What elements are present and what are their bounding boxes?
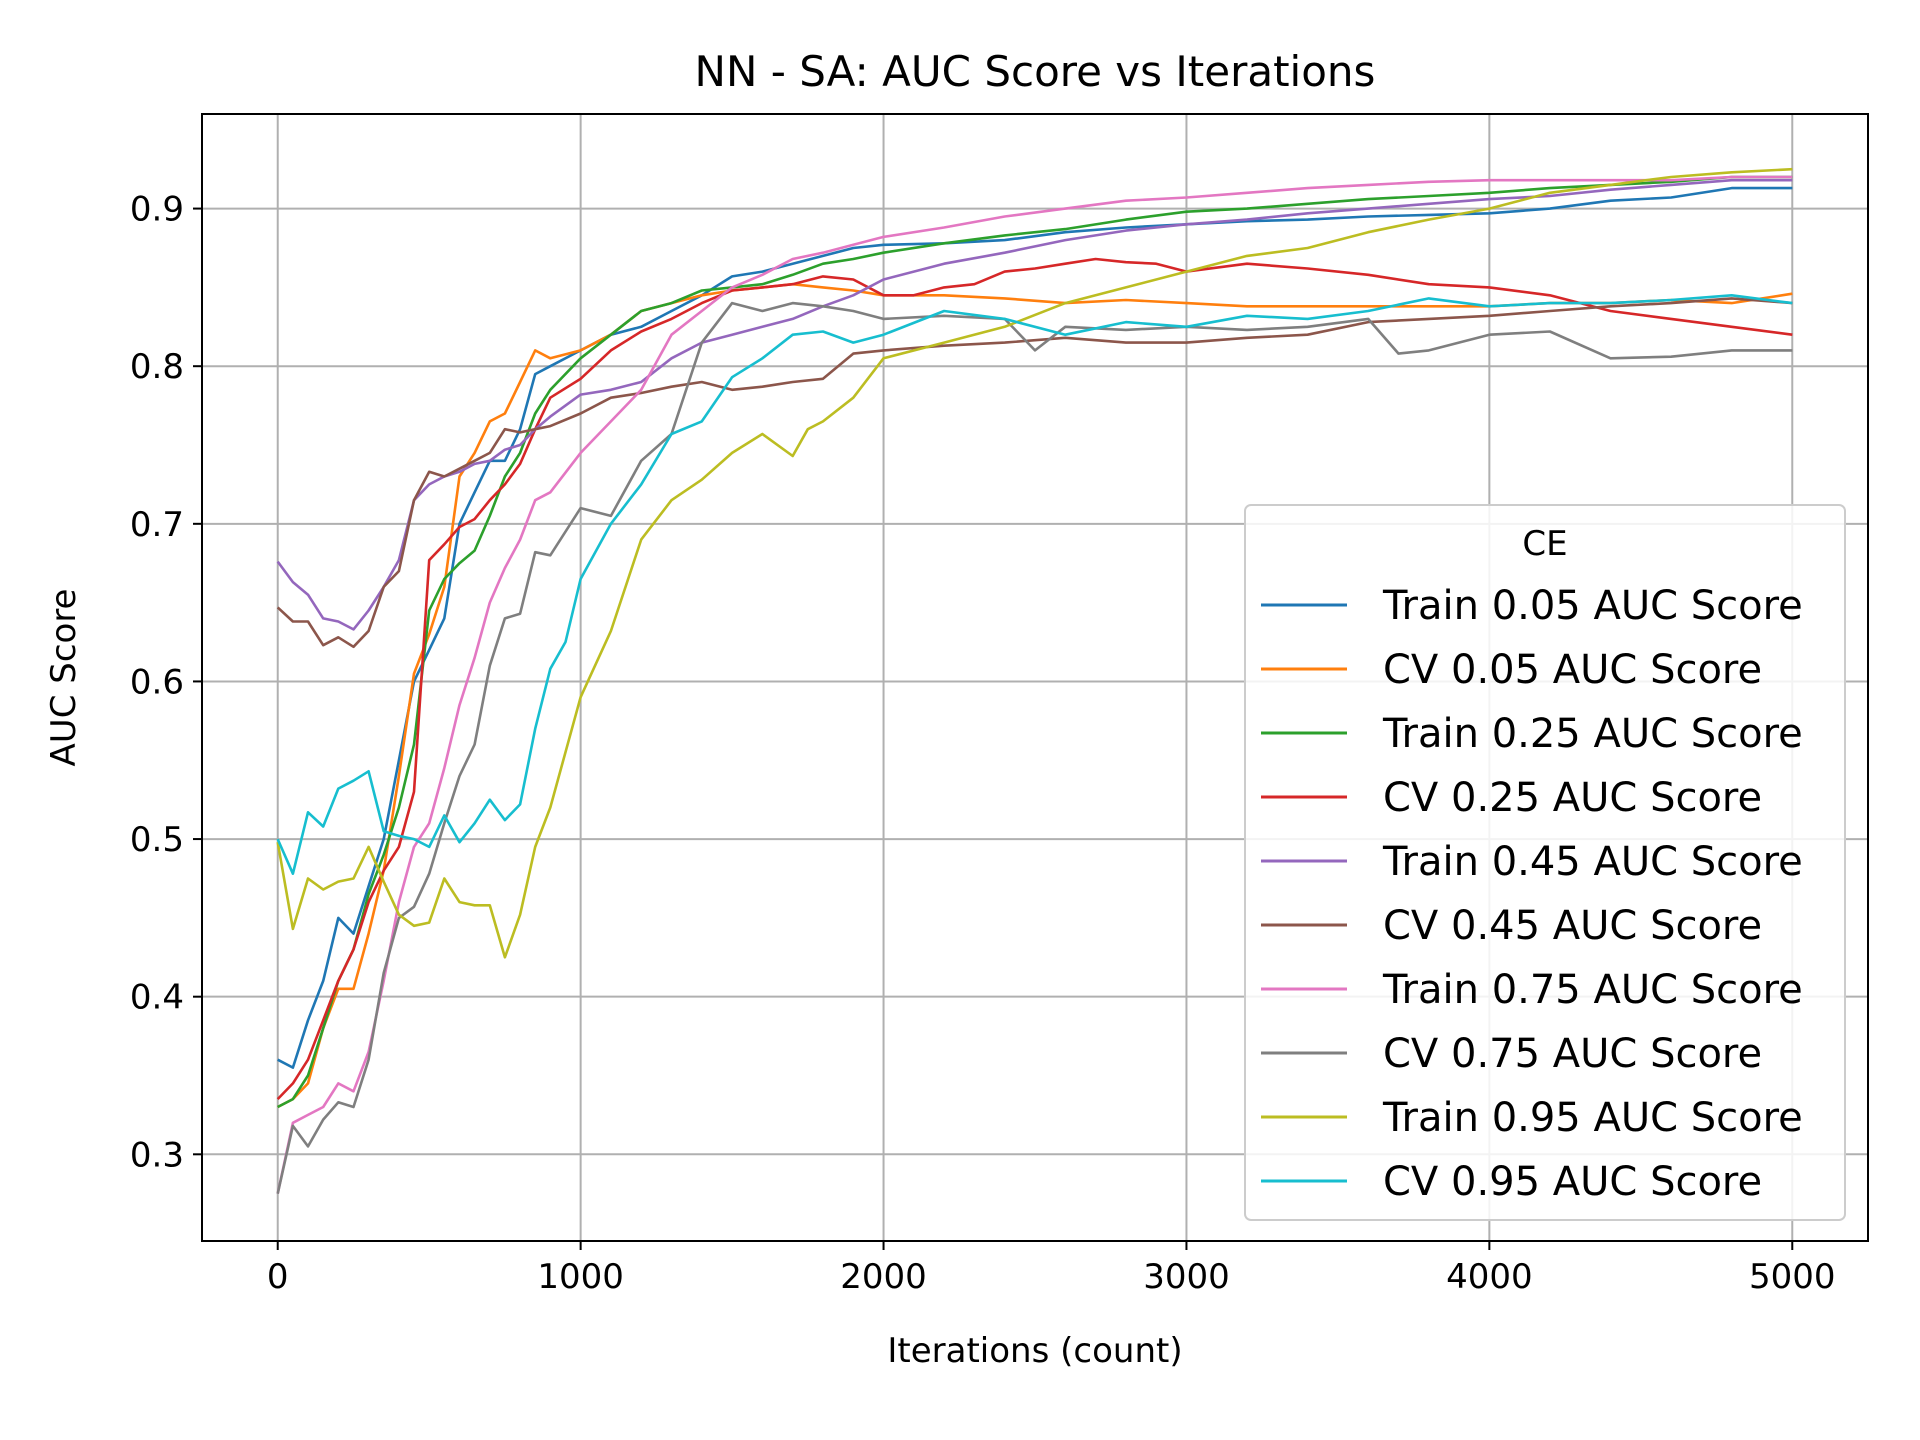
x-axis-label: Iterations (count) (887, 1331, 1182, 1371)
chart-title: NN - SA: AUC Score vs Iterations (695, 47, 1376, 96)
x-tick-label: 1000 (537, 1257, 624, 1297)
series-line-7 (276, 301, 1793, 1194)
y-tick-label: 0.6 (130, 662, 184, 702)
series-line-0 (277, 186, 1793, 1069)
series-line-9 (276, 293, 1793, 876)
legend-entry-label: CV 0.25 AUC Score (1383, 775, 1762, 821)
series-line-8 (276, 167, 1793, 959)
series-line-4 (276, 178, 1793, 631)
legend-entry-label: Train 0.05 AUC Score (1382, 583, 1803, 629)
y-tick-label: 0.9 (130, 190, 184, 230)
plot-frame (201, 113, 1869, 1242)
legend-entry-label: Train 0.75 AUC Score (1382, 967, 1803, 1013)
y-tick-label: 0.3 (130, 1135, 184, 1175)
y-tick-label: 0.7 (130, 505, 184, 545)
y-tick-label: 0.8 (130, 347, 184, 387)
series-lines (276, 167, 1793, 1194)
y-tick-label: 0.5 (130, 820, 184, 860)
legend-entry-label: Train 0.25 AUC Score (1382, 711, 1803, 757)
legend-entry-label: CV 0.45 AUC Score (1383, 903, 1762, 949)
legend-entry-label: Train 0.45 AUC Score (1382, 839, 1803, 885)
axis-ticks: 0 1000 2000 3000 4000 5000 0.3 0.4 0.5 0.6 0.7 0.8 0… (130, 190, 1836, 1297)
series-line-2 (277, 175, 1793, 1109)
series-line-5 (276, 297, 1793, 649)
x-tick-label: 4000 (1446, 1257, 1533, 1297)
legend-box (1244, 504, 1846, 1221)
legend-entry-label: Train 0.95 AUC Score (1382, 1095, 1803, 1141)
x-tick-label: 3000 (1143, 1257, 1230, 1297)
legend-entry-label: CV 0.05 AUC Score (1383, 647, 1762, 693)
x-tick-label: 0 (267, 1257, 289, 1297)
y-tick-label: 0.4 (130, 978, 184, 1018)
legend-entry-label: CV 0.75 AUC Score (1383, 1031, 1762, 1077)
legend-entry-label: CV 0.95 AUC Score (1383, 1159, 1762, 1205)
x-tick-label: 5000 (1749, 1257, 1836, 1297)
legend: CE Train 0.05 AUC Score CV 0.05 AUC Score… (1244, 504, 1846, 1221)
x-tick-label: 2000 (840, 1257, 927, 1297)
y-axis-label: AUC Score (44, 589, 84, 767)
legend-title: CE (1522, 524, 1567, 564)
